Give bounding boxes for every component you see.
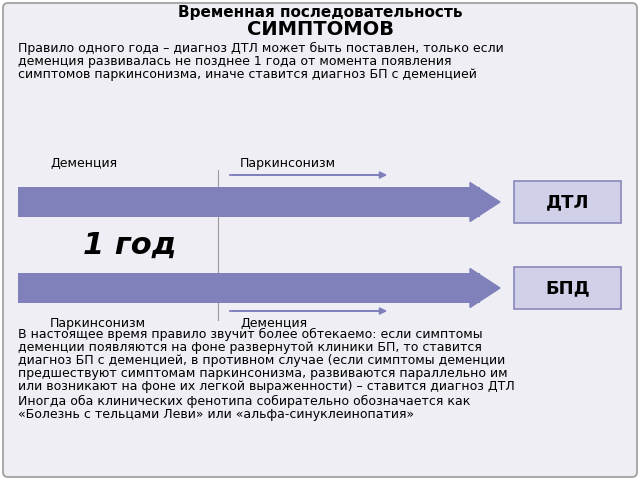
FancyBboxPatch shape [18, 187, 480, 217]
Text: Паркинсонизм: Паркинсонизм [240, 157, 336, 170]
Text: деменции появляются на фоне развернутой клиники БП, то ставится: деменции появляются на фоне развернутой … [18, 341, 482, 354]
FancyBboxPatch shape [18, 273, 480, 303]
Text: БПД: БПД [545, 279, 590, 297]
Text: Деменция: Деменция [50, 157, 117, 170]
Text: диагноз БП с деменцией, в противном случае (если симптомы деменции: диагноз БП с деменцией, в противном случ… [18, 354, 505, 367]
FancyBboxPatch shape [514, 181, 621, 223]
Text: Иногда оба клинических фенотипа собирательно обозначается как: Иногда оба клинических фенотипа собирате… [18, 395, 470, 408]
Text: или возникают на фоне их легкой выраженности) – ставится диагноз ДТЛ: или возникают на фоне их легкой выраженн… [18, 380, 515, 393]
FancyBboxPatch shape [3, 3, 637, 477]
Text: СИМПТОМОВ: СИМПТОМОВ [246, 20, 394, 39]
Text: ДТЛ: ДТЛ [546, 193, 589, 211]
Text: Правило одного года – диагноз ДТЛ может быть поставлен, только если: Правило одного года – диагноз ДТЛ может … [18, 42, 504, 55]
Polygon shape [470, 182, 500, 221]
Text: Временная последовательность: Временная последовательность [178, 5, 462, 20]
Text: В настоящее время правило звучит более обтекаемо: если симптомы: В настоящее время правило звучит более о… [18, 328, 483, 341]
Text: симптомов паркинсонизма, иначе ставится диагноз БП с деменцией: симптомов паркинсонизма, иначе ставится … [18, 68, 477, 81]
Text: Паркинсонизм: Паркинсонизм [50, 317, 146, 330]
Text: 1 год: 1 год [83, 230, 177, 260]
Polygon shape [470, 268, 500, 308]
Text: «Болезнь с тельцами Леви» или «альфа-синуклеинопатия»: «Болезнь с тельцами Леви» или «альфа-син… [18, 408, 414, 421]
Text: деменция развивалась не позднее 1 года от момента появления: деменция развивалась не позднее 1 года о… [18, 55, 451, 68]
Text: Деменция: Деменция [240, 317, 307, 330]
FancyBboxPatch shape [514, 267, 621, 309]
Text: предшествуют симптомам паркинсонизма, развиваются параллельно им: предшествуют симптомам паркинсонизма, ра… [18, 367, 508, 380]
